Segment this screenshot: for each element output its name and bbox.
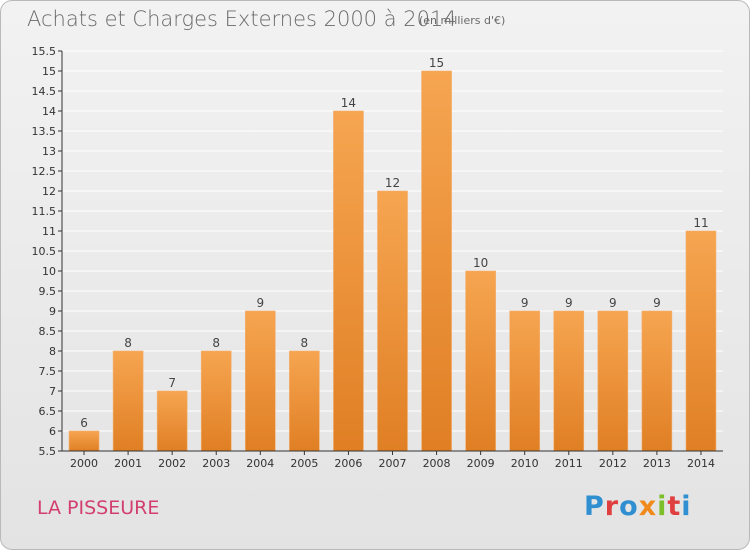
logo-letter: i xyxy=(657,491,668,522)
chart-title: Achats et Charges Externes 2000 à 2014 xyxy=(27,7,457,31)
x-tick-label: 2001 xyxy=(114,457,142,470)
y-tick-label: 10 xyxy=(42,265,56,278)
bar-2012 xyxy=(597,310,629,452)
y-tick-label: 7 xyxy=(49,385,56,398)
y-tick-label: 7.5 xyxy=(39,365,57,378)
logo-letter: t xyxy=(667,491,682,522)
x-tick-label: 2014 xyxy=(687,457,715,470)
value-label: 10 xyxy=(473,256,488,270)
y-tick-label: 6 xyxy=(49,425,56,438)
value-label: 8 xyxy=(124,336,132,350)
y-tick-label: 13.5 xyxy=(32,125,57,138)
bar-2013 xyxy=(641,310,673,452)
value-label: 9 xyxy=(521,296,529,310)
x-tick-label: 2009 xyxy=(467,457,495,470)
bar-2009 xyxy=(465,270,496,452)
bar-2005 xyxy=(289,350,320,452)
bars xyxy=(68,70,717,452)
x-tick-label: 2006 xyxy=(334,457,362,470)
y-tick-label: 14.5 xyxy=(32,85,57,98)
chart-subtitle: (en milliers d'€) xyxy=(419,14,506,27)
value-label: 9 xyxy=(609,296,617,310)
value-label: 9 xyxy=(256,296,264,310)
proxiti-logo[interactable]: Proxiti xyxy=(584,491,692,522)
y-tick-label: 11.5 xyxy=(32,205,57,218)
y-tick-label: 8.5 xyxy=(39,325,57,338)
x-tick-label: 2007 xyxy=(379,457,407,470)
axes xyxy=(58,50,723,455)
bar-2008 xyxy=(421,70,452,452)
y-tick-label: 12.5 xyxy=(32,165,57,178)
x-tick-label: 2005 xyxy=(290,457,318,470)
x-tick-label: 2010 xyxy=(511,457,539,470)
x-tick-label: 2011 xyxy=(555,457,583,470)
x-tick-label: 2002 xyxy=(158,457,186,470)
value-label: 6 xyxy=(80,416,88,430)
value-label: 12 xyxy=(385,176,400,190)
value-label: 9 xyxy=(653,296,661,310)
y-tick-label: 15 xyxy=(42,65,56,78)
bar-2010 xyxy=(509,310,541,452)
bar-2002 xyxy=(156,390,188,452)
bar-2014 xyxy=(685,230,717,452)
labels: 5.5 6 6.5 7 7.5 8 8.5 9 9.5 10 10.5 11 11.5 12 12.5 13 1… xyxy=(32,45,715,470)
y-tick-label: 10.5 xyxy=(32,245,57,258)
bar-2004 xyxy=(245,310,276,452)
y-tick-label: 12 xyxy=(42,185,56,198)
bar-2007 xyxy=(377,190,408,452)
y-tick-label: 11 xyxy=(42,225,56,238)
value-label: 7 xyxy=(168,376,176,390)
logo-letter: r xyxy=(604,491,620,522)
logo-letter: o xyxy=(619,491,639,522)
y-tick-label: 13 xyxy=(42,145,56,158)
y-tick-label: 14 xyxy=(42,105,56,118)
y-tick-label: 6.5 xyxy=(39,405,57,418)
logo-letter: x xyxy=(638,491,658,522)
y-tick-label: 9.5 xyxy=(39,285,57,298)
commune-name: LA PISSEURE xyxy=(37,497,160,519)
logo-letter: i xyxy=(681,491,692,522)
y-tick-label: 8 xyxy=(49,345,56,358)
bar-2006 xyxy=(333,110,364,452)
x-tick-label: 2008 xyxy=(423,457,451,470)
y-tick-label: 9 xyxy=(49,305,56,318)
y-tick-label: 15.5 xyxy=(32,45,57,58)
x-tick-label: 2004 xyxy=(246,457,274,470)
x-tick-label: 2000 xyxy=(70,457,98,470)
value-label: 15 xyxy=(429,56,444,70)
value-label: 8 xyxy=(301,336,309,350)
y-tick-label: 5.5 xyxy=(39,445,57,458)
x-tick-label: 2013 xyxy=(643,457,671,470)
value-label: 9 xyxy=(565,296,573,310)
x-tick-label: 2003 xyxy=(202,457,230,470)
bar-2011 xyxy=(553,310,585,452)
value-label: 11 xyxy=(693,216,708,230)
bar-2000 xyxy=(68,430,100,452)
bar-2003 xyxy=(200,350,232,452)
value-label: 14 xyxy=(341,96,356,110)
bar-2001 xyxy=(112,350,144,452)
logo-letter: P xyxy=(584,491,605,522)
value-label: 8 xyxy=(212,336,220,350)
x-tick-label: 2012 xyxy=(599,457,627,470)
